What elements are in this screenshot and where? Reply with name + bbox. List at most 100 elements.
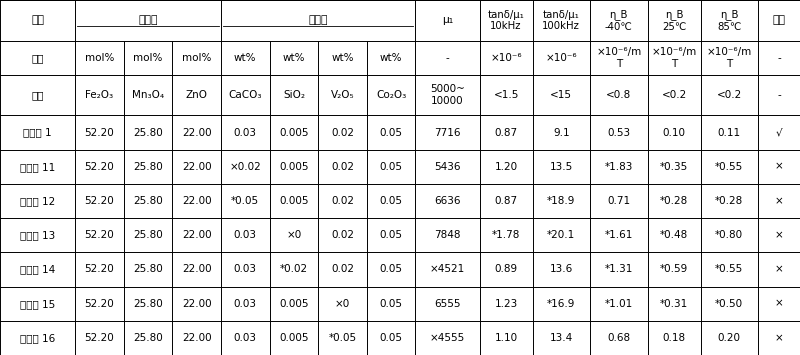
Text: 9.1: 9.1	[553, 127, 570, 138]
Text: 0.02: 0.02	[331, 196, 354, 206]
Text: 0.05: 0.05	[380, 162, 402, 172]
Text: 0.05: 0.05	[380, 333, 402, 343]
Text: 6636: 6636	[434, 196, 461, 206]
Text: 对比例 16: 对比例 16	[20, 333, 55, 343]
Text: ×10⁻⁶/m
T: ×10⁻⁶/m T	[651, 47, 697, 69]
Text: *0.05: *0.05	[329, 333, 357, 343]
Text: μ₁: μ₁	[442, 15, 453, 25]
Text: 25.80: 25.80	[133, 333, 163, 343]
Text: 对比例 13: 对比例 13	[20, 230, 55, 240]
Text: ×0: ×0	[335, 299, 350, 309]
Text: *0.28: *0.28	[715, 196, 743, 206]
Text: 0.03: 0.03	[234, 230, 257, 240]
Text: tanδ/μ₁
10kHz: tanδ/μ₁ 10kHz	[488, 10, 525, 31]
Text: ×: ×	[774, 333, 783, 343]
Text: mol%: mol%	[182, 53, 211, 63]
Text: 13.4: 13.4	[550, 333, 573, 343]
Text: V₂O₅: V₂O₅	[330, 90, 354, 100]
Text: 52.20: 52.20	[85, 264, 114, 274]
Text: -: -	[777, 90, 781, 100]
Text: 0.005: 0.005	[279, 299, 309, 309]
Text: 5436: 5436	[434, 162, 461, 172]
Text: 0.03: 0.03	[234, 264, 257, 274]
Text: 52.20: 52.20	[85, 299, 114, 309]
Text: 22.00: 22.00	[182, 162, 211, 172]
Text: 22.00: 22.00	[182, 299, 211, 309]
Text: 52.20: 52.20	[85, 127, 114, 138]
Text: ×: ×	[774, 162, 783, 172]
Text: Fe₂O₃: Fe₂O₃	[86, 90, 114, 100]
Text: *0.02: *0.02	[280, 264, 308, 274]
Text: 22.00: 22.00	[182, 230, 211, 240]
Text: -: -	[446, 53, 450, 63]
Text: 7848: 7848	[434, 230, 461, 240]
Text: *0.80: *0.80	[715, 230, 743, 240]
Text: √: √	[776, 127, 782, 138]
Text: *1.78: *1.78	[492, 230, 520, 240]
Text: 22.00: 22.00	[182, 196, 211, 206]
Text: 0.89: 0.89	[494, 264, 518, 274]
Text: ×10⁻⁶/m
T: ×10⁻⁶/m T	[706, 47, 752, 69]
Text: 实施例 1: 实施例 1	[23, 127, 52, 138]
Text: 0.005: 0.005	[279, 196, 309, 206]
Text: 0.02: 0.02	[331, 230, 354, 240]
Text: Mn₃O₄: Mn₃O₄	[132, 90, 164, 100]
Text: ×0: ×0	[286, 230, 302, 240]
Text: 副成分: 副成分	[309, 15, 328, 25]
Text: <0.2: <0.2	[717, 90, 742, 100]
Text: mol%: mol%	[85, 53, 114, 63]
Text: *1.31: *1.31	[605, 264, 633, 274]
Text: *20.1: *20.1	[547, 230, 575, 240]
Text: 1.23: 1.23	[494, 299, 518, 309]
Text: 0.05: 0.05	[380, 230, 402, 240]
Text: ×0.02: ×0.02	[230, 162, 261, 172]
Text: 0.05: 0.05	[380, 264, 402, 274]
Text: 0.02: 0.02	[331, 264, 354, 274]
Text: ×10⁻⁶/m
T: ×10⁻⁶/m T	[596, 47, 642, 69]
Text: 22.00: 22.00	[182, 264, 211, 274]
Text: CaCO₃: CaCO₃	[229, 90, 262, 100]
Text: 22.00: 22.00	[182, 333, 211, 343]
Text: ×4521: ×4521	[430, 264, 465, 274]
Text: <1.5: <1.5	[494, 90, 518, 100]
Text: Co₂O₃: Co₂O₃	[376, 90, 406, 100]
Text: 52.20: 52.20	[85, 230, 114, 240]
Text: ×10⁻⁶: ×10⁻⁶	[546, 53, 577, 63]
Text: 0.005: 0.005	[279, 127, 309, 138]
Text: 对比例 12: 对比例 12	[20, 196, 55, 206]
Text: 对比例 14: 对比例 14	[20, 264, 55, 274]
Text: -: -	[777, 53, 781, 63]
Text: wt%: wt%	[331, 53, 354, 63]
Text: ×10⁻⁶: ×10⁻⁶	[490, 53, 522, 63]
Text: <15: <15	[550, 90, 572, 100]
Text: ×4555: ×4555	[430, 333, 465, 343]
Text: 0.02: 0.02	[331, 127, 354, 138]
Text: ×: ×	[774, 299, 783, 309]
Text: 0.10: 0.10	[662, 127, 686, 138]
Text: 0.005: 0.005	[279, 333, 309, 343]
Text: SiO₂: SiO₂	[283, 90, 305, 100]
Text: mol%: mol%	[134, 53, 162, 63]
Text: tanδ/μ₁
100kHz: tanδ/μ₁ 100kHz	[542, 10, 580, 31]
Text: 项目: 项目	[31, 15, 44, 25]
Text: ZnO: ZnO	[186, 90, 208, 100]
Text: 6555: 6555	[434, 299, 461, 309]
Text: *0.55: *0.55	[715, 162, 743, 172]
Text: *0.48: *0.48	[660, 230, 688, 240]
Text: 1.10: 1.10	[494, 333, 518, 343]
Text: η_B
85℃: η_B 85℃	[717, 9, 742, 32]
Text: 0.03: 0.03	[234, 299, 257, 309]
Text: 0.20: 0.20	[718, 333, 741, 343]
Text: 1.20: 1.20	[494, 162, 518, 172]
Text: ×: ×	[774, 230, 783, 240]
Text: 单位: 单位	[31, 53, 44, 63]
Text: 0.87: 0.87	[494, 196, 518, 206]
Text: 52.20: 52.20	[85, 333, 114, 343]
Text: wt%: wt%	[282, 53, 305, 63]
Text: 对比例 11: 对比例 11	[20, 162, 55, 172]
Text: 0.03: 0.03	[234, 333, 257, 343]
Text: *0.35: *0.35	[660, 162, 688, 172]
Text: 25.80: 25.80	[133, 264, 163, 274]
Text: 评价: 评价	[773, 15, 786, 25]
Text: η_B
-40℃: η_B -40℃	[605, 9, 633, 32]
